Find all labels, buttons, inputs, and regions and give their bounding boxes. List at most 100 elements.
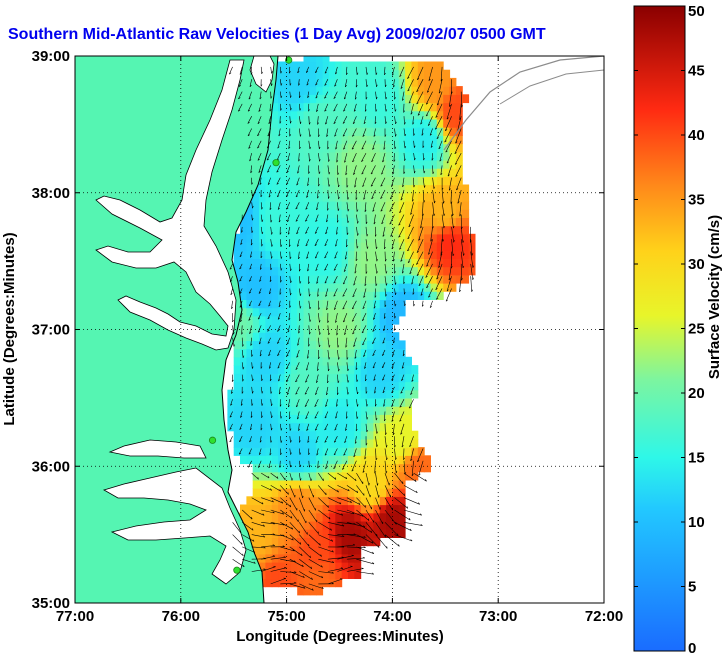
velocity-arrow — [384, 66, 386, 75]
speed-cell — [462, 184, 470, 194]
velocity-arrow — [383, 399, 386, 407]
velocity-arrowhead — [289, 83, 292, 86]
velocity-arrow — [257, 152, 262, 161]
velocity-arrowhead — [269, 453, 272, 456]
velocity-arrowhead — [419, 513, 422, 516]
velocity-arrow — [261, 485, 272, 491]
speed-cell — [398, 110, 406, 120]
speed-cell — [303, 455, 311, 465]
speed-cell — [297, 340, 305, 350]
speed-cell — [436, 242, 444, 251]
velocity-arrowhead — [248, 291, 252, 294]
velocity-arrowhead — [363, 546, 366, 548]
speed-cell — [328, 233, 336, 243]
speed-cell — [405, 184, 412, 194]
speed-cell — [348, 159, 355, 169]
speed-cell — [335, 307, 343, 317]
speed-cell — [348, 209, 355, 218]
speed-cell — [335, 233, 343, 243]
velocity-arrow — [356, 546, 374, 554]
velocity-arrow — [413, 472, 427, 482]
speed-cell — [271, 258, 279, 268]
speed-cell — [367, 61, 374, 71]
speed-cell — [271, 504, 279, 514]
speed-cell — [271, 348, 279, 358]
speed-cell — [455, 217, 463, 227]
speed-cell — [290, 266, 298, 276]
velocity-arrow — [316, 276, 319, 284]
speed-cell — [297, 159, 305, 169]
velocity-arrow — [276, 337, 281, 344]
speed-cell — [297, 225, 305, 235]
speed-cell — [290, 537, 298, 547]
velocity-arrow — [372, 325, 376, 332]
speed-cell — [430, 102, 438, 112]
speed-cell — [417, 151, 425, 161]
velocity-arrow — [249, 263, 252, 270]
speed-cell — [392, 488, 400, 497]
velocity-arrowhead — [392, 354, 395, 357]
speed-cell — [348, 94, 355, 104]
speed-cell — [379, 463, 387, 473]
speed-cell — [309, 242, 317, 251]
speed-cell — [322, 225, 330, 235]
velocity-arrow — [308, 558, 323, 568]
speed-cell — [354, 94, 362, 104]
speed-cell — [348, 381, 355, 391]
velocity-arrowhead — [308, 171, 310, 174]
speed-cell — [417, 291, 425, 300]
velocity-arrowhead — [247, 122, 250, 124]
y-tick-label: 38:00 — [32, 185, 70, 202]
y-tick-label: 37:00 — [32, 322, 70, 339]
speed-cell — [379, 94, 387, 104]
velocity-arrow — [327, 509, 343, 516]
velocity-arrow — [346, 239, 348, 247]
speed-cell — [398, 86, 406, 95]
speed-cell — [322, 356, 330, 366]
velocity-arrow — [356, 472, 364, 484]
speed-cell — [271, 373, 279, 383]
speed-cell — [379, 77, 387, 87]
velocity-arrow — [364, 276, 367, 286]
speed-cell — [271, 118, 279, 128]
velocity-arrow — [356, 214, 358, 224]
speed-cell — [341, 86, 349, 95]
speed-cell — [386, 455, 393, 465]
speed-cell — [360, 348, 368, 358]
speed-cell — [436, 159, 444, 169]
velocity-arrowhead — [299, 306, 302, 309]
velocity-arrow — [382, 153, 386, 163]
speed-cell — [417, 225, 425, 235]
speed-cell — [233, 340, 241, 350]
speed-cell — [316, 537, 324, 547]
speed-cell — [252, 471, 260, 481]
speed-cell — [303, 562, 311, 571]
speed-cell — [405, 258, 412, 268]
velocity-arrow — [251, 534, 266, 538]
velocity-arrow — [403, 153, 405, 161]
speed-cell — [386, 77, 393, 87]
speed-cell — [259, 373, 266, 383]
velocity-arrowhead — [229, 440, 232, 443]
speed-cell — [284, 151, 292, 161]
velocity-arrowhead — [248, 97, 251, 100]
velocity-arrowhead — [438, 147, 441, 150]
velocity-arrow — [289, 473, 293, 481]
speed-cell — [424, 61, 431, 71]
velocity-arrow — [356, 534, 374, 544]
velocity-arrow — [364, 103, 367, 112]
velocity-arrow — [260, 66, 262, 74]
velocity-arrowhead — [261, 231, 264, 235]
velocity-arrowhead — [290, 516, 293, 519]
speed-cell — [386, 135, 393, 145]
speed-cell — [316, 438, 324, 448]
velocity-arrow — [277, 189, 281, 198]
speed-cell — [449, 94, 457, 104]
colorbar-tick-label: 25 — [688, 321, 705, 338]
speed-cell — [328, 340, 336, 350]
velocity-arrowhead — [371, 160, 374, 163]
velocity-arrowhead — [461, 278, 463, 281]
speed-cell — [367, 159, 374, 169]
speed-cell — [271, 94, 279, 104]
speed-cell — [303, 406, 311, 415]
